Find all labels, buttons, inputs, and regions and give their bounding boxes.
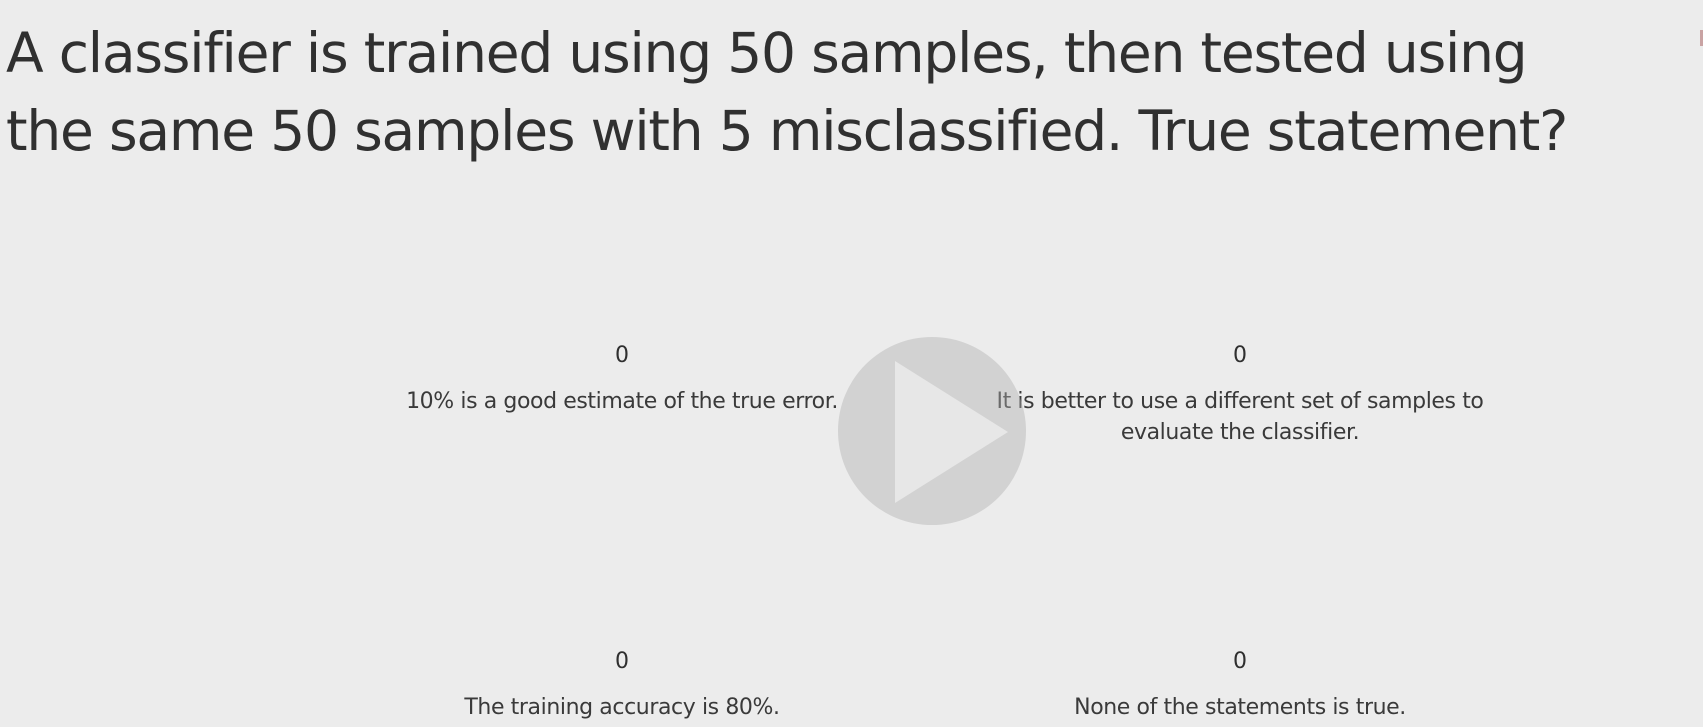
option-2-text: It is better to use a different set of s… <box>996 389 1484 445</box>
option-1-text: 10% is a good estimate of the true error… <box>406 389 838 414</box>
play-icon <box>895 361 1008 503</box>
option-1: 0 10% is a good estimate of the true err… <box>372 342 872 417</box>
play-button[interactable] <box>838 337 1026 525</box>
option-3-vote-count: 0 <box>615 649 629 674</box>
option-2-vote-count: 0 <box>1233 343 1247 368</box>
option-3: 0 The training accuracy is 80%. <box>372 648 872 723</box>
option-1-vote-count: 0 <box>615 343 629 368</box>
question-title: A classifier is trained using 50 samples… <box>6 14 1696 170</box>
option-3-text: The training accuracy is 80%. <box>464 695 780 720</box>
edge-marker <box>1700 30 1703 46</box>
option-4: 0 None of the statements is true. <box>960 648 1520 723</box>
option-4-text: None of the statements is true. <box>1074 695 1406 720</box>
question-line-2: the same 50 samples with 5 misclassified… <box>6 99 1568 163</box>
option-2: 0 It is better to use a different set of… <box>960 342 1520 448</box>
option-4-vote-count: 0 <box>1233 649 1247 674</box>
question-line-1: A classifier is trained using 50 samples… <box>6 21 1528 85</box>
